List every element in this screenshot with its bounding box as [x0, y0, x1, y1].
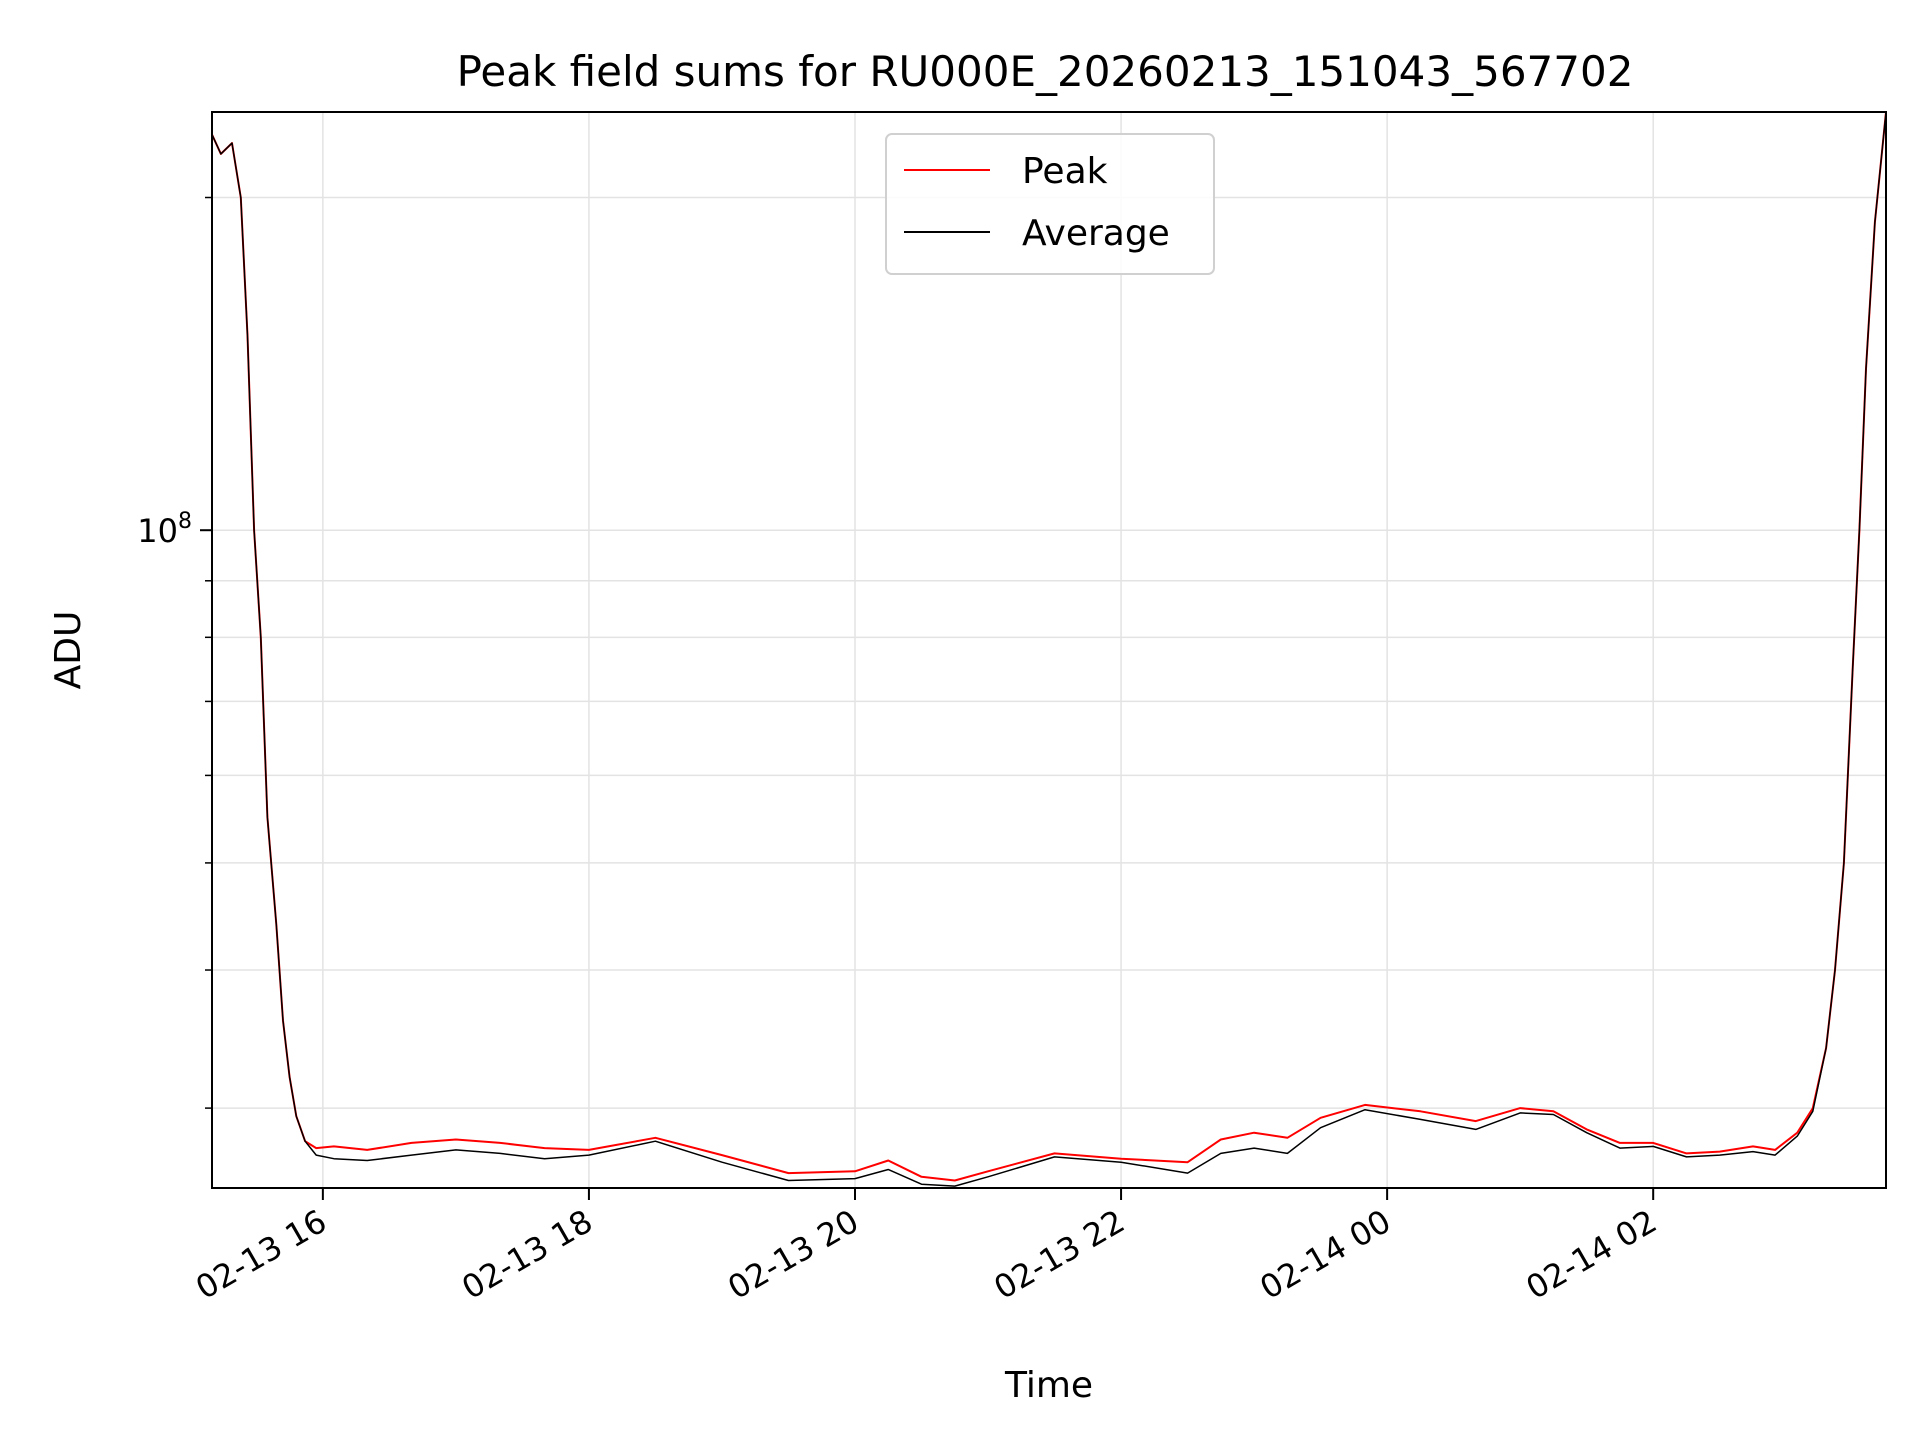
- plot-frame: [211, 111, 1887, 1189]
- legend-label-peak: Peak: [1022, 151, 1108, 192]
- y-axis-label: ADU: [48, 611, 89, 690]
- legend: Peak Average: [885, 133, 1215, 275]
- legend-label-average: Average: [1022, 213, 1170, 254]
- y-tick-label: 108: [137, 509, 192, 550]
- series-line-average: [212, 112, 1886, 1187]
- x-axis-label: Time: [1004, 1365, 1093, 1406]
- plot-lines: [212, 112, 1886, 1187]
- chart-title: Peak field sums for RU000E_20260213_1510…: [457, 47, 1634, 96]
